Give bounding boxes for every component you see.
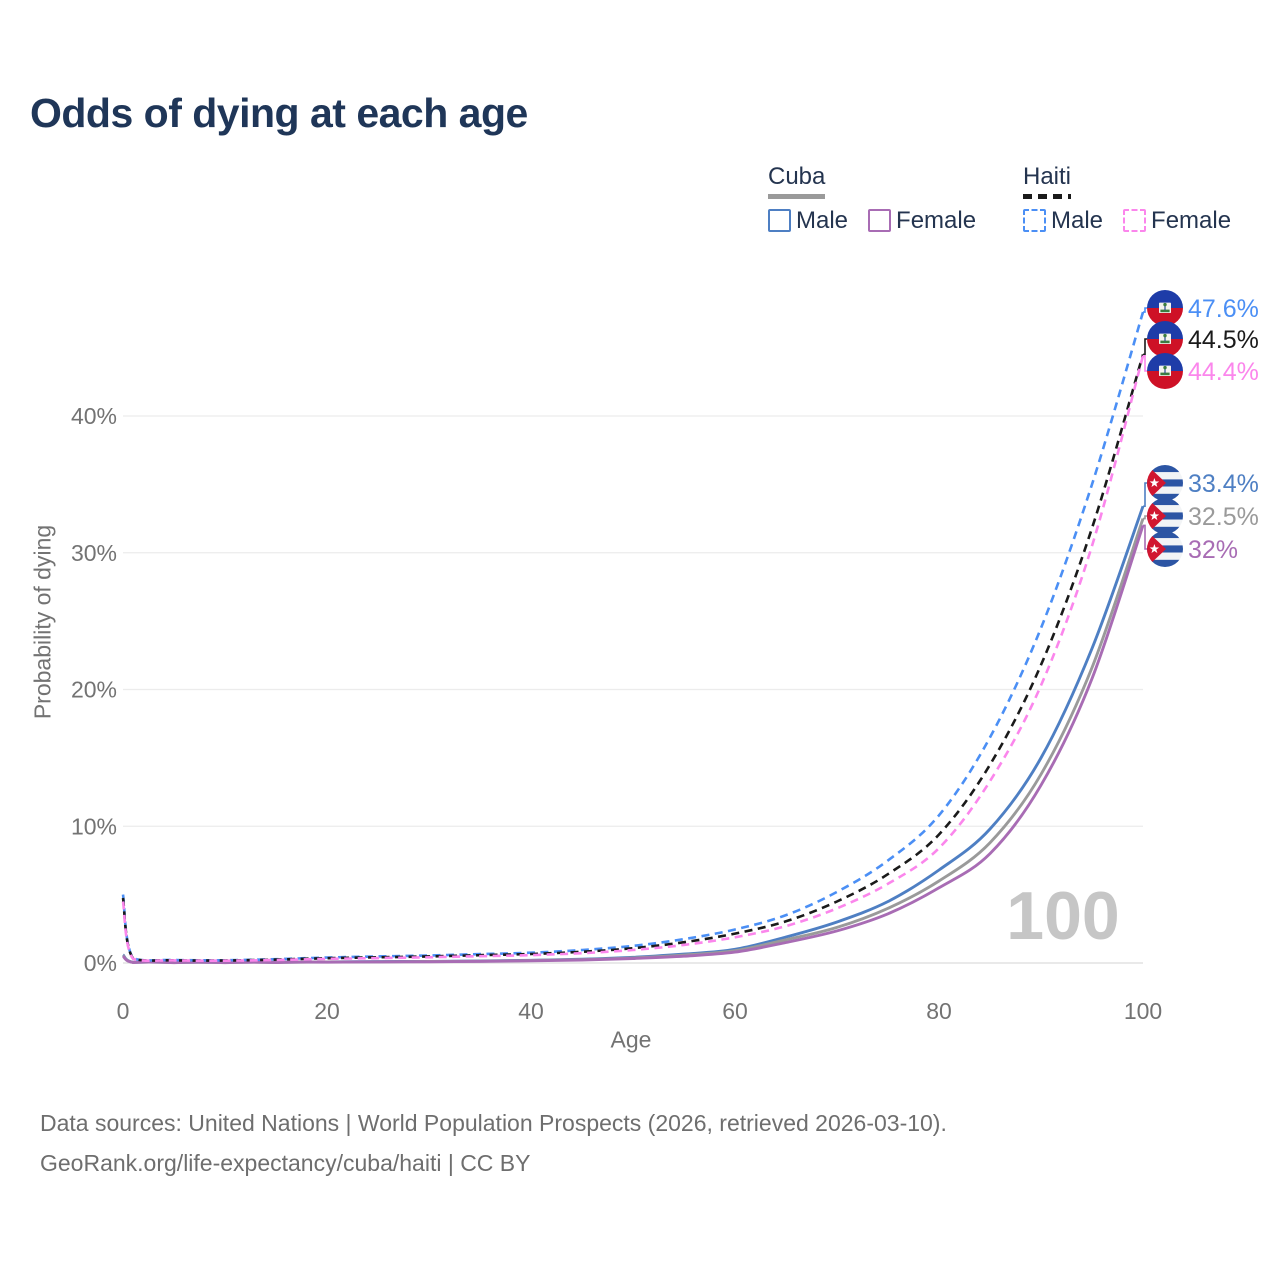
cuba-flag-icon (1147, 465, 1183, 501)
y-tick-label-0: 0% (84, 950, 117, 976)
cuba-flag-icon (1147, 531, 1183, 567)
legend-item-haiti-male[interactable]: Male (1023, 207, 1103, 235)
legend-underline-cuba (768, 193, 826, 199)
y-tick-label-40: 40% (71, 403, 117, 429)
end-label-cuba-female: 32% (1188, 536, 1238, 564)
line-cuba-male (121, 505, 1145, 965)
legend-item-label-cuba-male: Male (796, 206, 849, 234)
haiti-flag-icon (1147, 321, 1183, 357)
legend-item-label-haiti-female: Female (1151, 206, 1232, 234)
x-axis-title: Age (610, 1026, 652, 1053)
footer-data-sources: Data sources: United Nations | World Pop… (40, 1110, 947, 1136)
footer-attribution: GeoRank.org/life-expectancy/cuba/haiti |… (40, 1150, 531, 1176)
legend-item-label-cuba-female: Female (896, 206, 977, 234)
end-label-haiti-female: 44.4% (1188, 358, 1259, 386)
legend-group-title-cuba: Cuba (768, 163, 826, 190)
legend-group-cuba: Cuba Male Female (768, 163, 976, 235)
legend-swatch-cuba-female (868, 209, 892, 233)
y-axis-title: Probability of dying (29, 524, 56, 720)
end-label-haiti-both: 44.5% (1188, 326, 1259, 354)
y-tick-label-20: 20% (71, 677, 117, 703)
leader-cuba-female (1143, 524, 1147, 550)
line-haiti-male (121, 311, 1145, 962)
y-tick-label-30: 30% (71, 540, 117, 566)
line-haiti-female (121, 355, 1145, 963)
legend-item-cuba-female[interactable]: Female (868, 207, 976, 235)
end-label-haiti-male: 47.6% (1188, 295, 1259, 323)
line-cuba-female (122, 524, 1145, 965)
leader-cuba-both (1143, 515, 1147, 520)
end-label-cuba-both: 32.5% (1188, 503, 1259, 531)
leader-haiti-male (1143, 307, 1147, 313)
legend-swatch-cuba-male (768, 209, 791, 233)
cuba-flag-icon (1147, 498, 1183, 534)
chart-title: Odds of dying at each age (30, 90, 528, 136)
legend-group-title-haiti: Haiti (1023, 163, 1072, 190)
legend-item-label-haiti-male: Male (1051, 206, 1104, 234)
leader-haiti-female (1143, 355, 1147, 372)
leader-haiti-both (1143, 338, 1147, 356)
x-tick-label-0: 0 (117, 998, 130, 1024)
legend-swatch-haiti-male (1023, 209, 1046, 233)
x-tick-label-40: 40 (518, 998, 544, 1024)
haiti-flag-icon (1147, 290, 1183, 326)
legend-group-haiti: Haiti Male Female (1023, 163, 1231, 235)
x-tick-label-60: 60 (722, 998, 748, 1024)
y-tick-label-10: 10% (71, 813, 117, 839)
legend-item-cuba-male[interactable]: Male (768, 207, 848, 235)
legend-underline-haiti (1023, 193, 1072, 199)
line-cuba-both (121, 518, 1145, 965)
line-haiti-both (121, 354, 1145, 962)
legend-swatch-haiti-female (1123, 209, 1147, 233)
x-tick-label-80: 80 (926, 998, 952, 1024)
x-tick-label-100: 100 (1124, 998, 1162, 1024)
leader-cuba-male (1143, 482, 1147, 508)
haiti-flag-icon (1147, 353, 1183, 389)
end-label-cuba-male: 33.4% (1188, 470, 1259, 498)
age-watermark: 100 (1006, 878, 1120, 954)
x-tick-label-20: 20 (314, 998, 340, 1024)
legend-item-haiti-female[interactable]: Female (1123, 207, 1231, 235)
